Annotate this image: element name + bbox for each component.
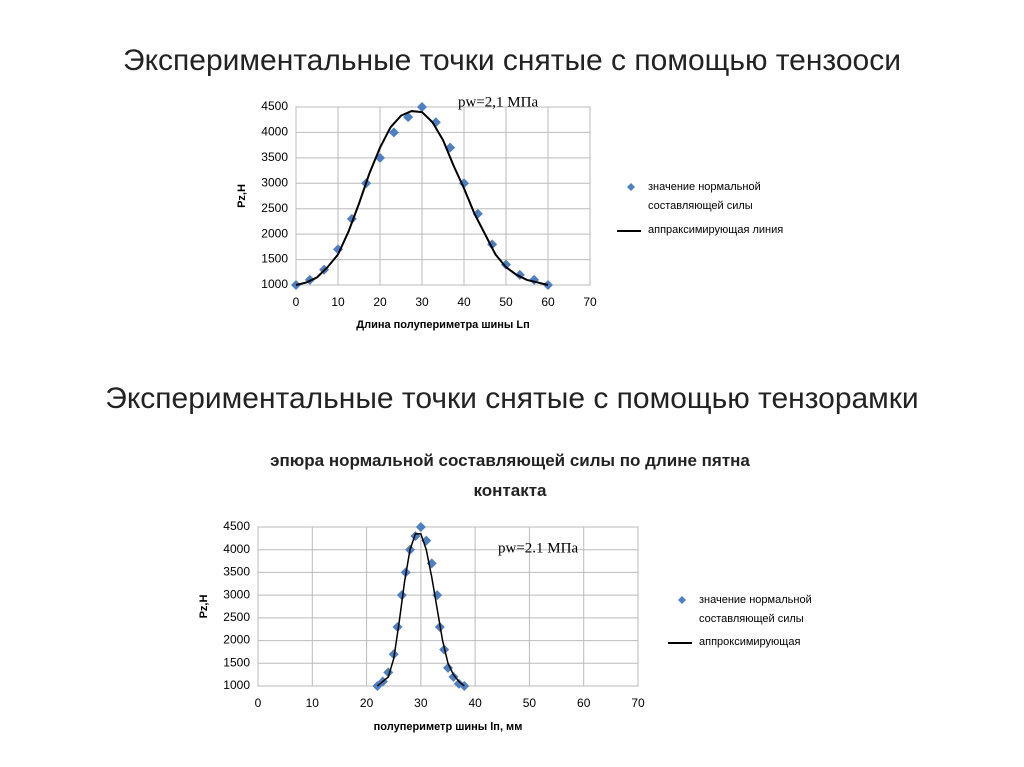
y-tick-label: 1000 <box>223 678 250 692</box>
y-tick-label: 4500 <box>261 99 288 113</box>
data-point <box>501 259 511 270</box>
x-tick-label: 70 <box>583 295 597 309</box>
y-tick-label: 3000 <box>261 175 288 189</box>
y-tick-label: 2500 <box>261 201 288 215</box>
data-point <box>392 621 403 632</box>
x-axis-label: Длина полупериметра шины Lп <box>356 319 529 331</box>
x-tick-label: 60 <box>541 295 555 309</box>
data-point <box>415 522 426 532</box>
y-tick-label: 3000 <box>223 587 250 601</box>
y-tick-label: 4000 <box>261 125 288 139</box>
y-tick-label: 2500 <box>223 610 250 624</box>
slide-title: Экспериментальные точки снятые с помощью… <box>105 382 918 415</box>
x-tick-label: 40 <box>457 295 471 309</box>
x-tick-label: 60 <box>577 696 591 710</box>
x-tick-label: 20 <box>360 696 374 710</box>
x-tick-label: 0 <box>255 696 262 710</box>
x-tick-label: 30 <box>415 295 429 309</box>
legend-marker <box>678 596 686 604</box>
y-tick-label: 2000 <box>223 633 250 647</box>
data-point <box>388 127 399 138</box>
x-tick-label: 30 <box>414 696 428 710</box>
x-tick-label: 50 <box>499 295 513 309</box>
y-tick-label: 1000 <box>261 277 288 291</box>
x-tick-label: 20 <box>373 295 387 309</box>
fit-line <box>295 110 549 286</box>
x-tick-label: 10 <box>306 696 320 710</box>
data-point <box>396 590 407 601</box>
y-axis-label: Pz,H <box>236 184 248 208</box>
legend-label: аппраксимирующая линия <box>648 224 784 236</box>
annotation: pw=2.1 МПа <box>498 540 578 556</box>
y-tick-label: 1500 <box>261 252 288 266</box>
legend-label: значение нормальной составляющей силы <box>699 594 812 625</box>
y-tick-label: 4000 <box>223 542 250 556</box>
x-tick-label: 40 <box>468 696 482 710</box>
fit-line <box>376 533 465 687</box>
y-tick-label: 3500 <box>223 565 250 579</box>
legend-label: значение нормальной составляющей силы <box>648 181 761 212</box>
y-tick-label: 4500 <box>223 519 250 533</box>
data-point <box>443 662 453 673</box>
y-axis-label: Pz,H <box>198 595 210 619</box>
legend-label: аппроксимирующая <box>699 636 801 648</box>
x-tick-label: 50 <box>523 696 537 710</box>
slide-title: Экспериментальные точки снятые с помощью… <box>123 44 901 77</box>
x-tick-label: 10 <box>331 295 345 309</box>
y-tick-label: 1500 <box>223 655 250 669</box>
y-tick-label: 2000 <box>261 226 288 240</box>
annotation: pw=2,1 МПа <box>458 94 538 110</box>
x-axis-label: полупериметр шины lп, мм <box>374 721 523 733</box>
data-point <box>417 102 427 112</box>
data-point <box>448 671 459 682</box>
x-tick-label: 70 <box>631 696 645 710</box>
chart-title: эпюра нормальной составляющей силы по дл… <box>270 451 750 500</box>
y-tick-label: 3500 <box>261 150 288 164</box>
x-tick-label: 0 <box>293 295 300 309</box>
legend-marker <box>627 183 635 191</box>
plot-area <box>295 106 591 286</box>
